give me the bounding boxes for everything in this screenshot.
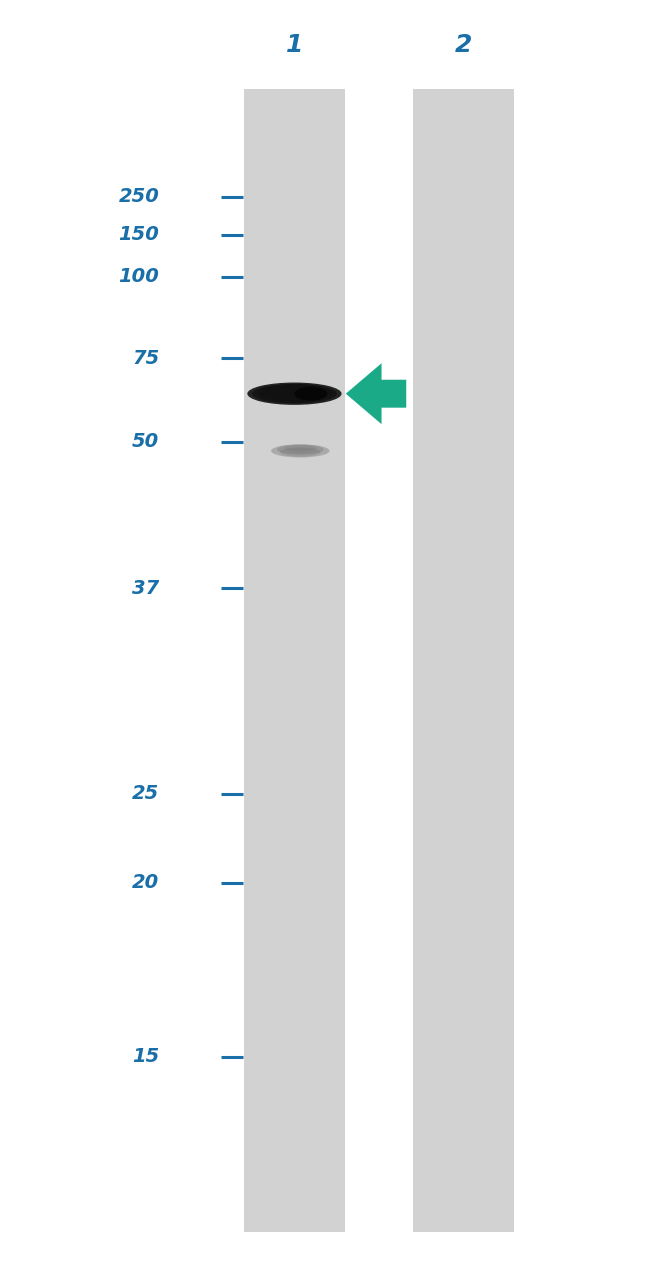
- Text: 50: 50: [132, 433, 159, 451]
- Ellipse shape: [271, 385, 318, 395]
- Ellipse shape: [247, 382, 342, 405]
- Ellipse shape: [277, 444, 324, 455]
- Ellipse shape: [252, 384, 337, 404]
- Text: 250: 250: [118, 188, 159, 206]
- Ellipse shape: [284, 444, 317, 452]
- Bar: [244, 89, 344, 1232]
- Text: 25: 25: [132, 785, 159, 803]
- Ellipse shape: [271, 444, 330, 457]
- Ellipse shape: [259, 387, 330, 403]
- Text: 2: 2: [455, 33, 472, 57]
- Bar: [413, 89, 514, 1232]
- Text: 20: 20: [132, 874, 159, 892]
- Ellipse shape: [257, 384, 332, 401]
- Text: 37: 37: [132, 579, 159, 597]
- Text: 100: 100: [118, 268, 159, 286]
- FancyArrow shape: [346, 363, 406, 424]
- Text: 75: 75: [132, 349, 159, 367]
- Text: 15: 15: [132, 1048, 159, 1066]
- Ellipse shape: [280, 447, 321, 457]
- Ellipse shape: [273, 392, 316, 403]
- Ellipse shape: [266, 390, 322, 403]
- Text: 1: 1: [286, 33, 303, 57]
- Ellipse shape: [264, 385, 325, 399]
- Ellipse shape: [294, 386, 327, 401]
- Text: 150: 150: [118, 226, 159, 244]
